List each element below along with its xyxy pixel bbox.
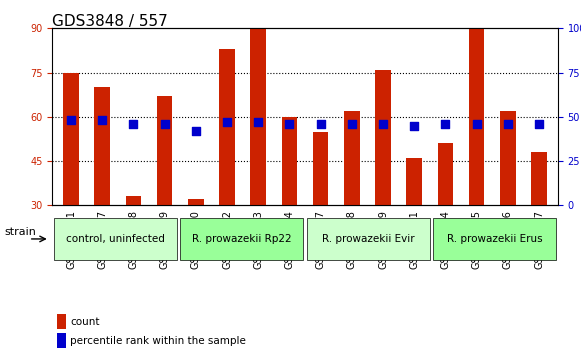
Text: percentile rank within the sample: percentile rank within the sample: [70, 336, 246, 346]
Bar: [58, 333, 66, 348]
FancyBboxPatch shape: [54, 218, 177, 260]
Bar: [125, 196, 141, 205]
Bar: [157, 96, 173, 205]
Point: [347, 121, 357, 127]
Point: [66, 118, 76, 123]
Point: [410, 123, 419, 129]
Bar: [282, 117, 297, 205]
Point: [98, 118, 107, 123]
Point: [472, 121, 481, 127]
FancyBboxPatch shape: [180, 218, 303, 260]
Text: GDS3848 / 557: GDS3848 / 557: [52, 14, 168, 29]
Point: [441, 121, 450, 127]
FancyBboxPatch shape: [307, 218, 430, 260]
Point: [378, 121, 388, 127]
Text: R. prowazekii Rp22: R. prowazekii Rp22: [192, 234, 292, 244]
Bar: [469, 25, 485, 205]
Bar: [500, 111, 516, 205]
Point: [503, 121, 512, 127]
Bar: [63, 73, 79, 205]
Text: R. prowazekii Evir: R. prowazekii Evir: [322, 234, 414, 244]
Bar: [313, 132, 328, 205]
Text: strain: strain: [4, 227, 36, 237]
Point: [160, 121, 169, 127]
Point: [129, 121, 138, 127]
Text: control, uninfected: control, uninfected: [66, 234, 165, 244]
FancyBboxPatch shape: [433, 218, 556, 260]
Bar: [407, 158, 422, 205]
Bar: [219, 49, 235, 205]
Point: [253, 119, 263, 125]
Text: R. prowazekii Erus: R. prowazekii Erus: [447, 234, 543, 244]
Text: count: count: [70, 317, 99, 327]
Bar: [437, 143, 453, 205]
Point: [316, 121, 325, 127]
Bar: [531, 152, 547, 205]
Bar: [344, 111, 360, 205]
Bar: [250, 28, 266, 205]
Bar: [94, 87, 110, 205]
Point: [191, 128, 200, 134]
Bar: [58, 314, 66, 329]
Point: [535, 121, 544, 127]
Point: [285, 121, 294, 127]
Bar: [188, 199, 203, 205]
Bar: [375, 70, 391, 205]
Point: [223, 119, 232, 125]
